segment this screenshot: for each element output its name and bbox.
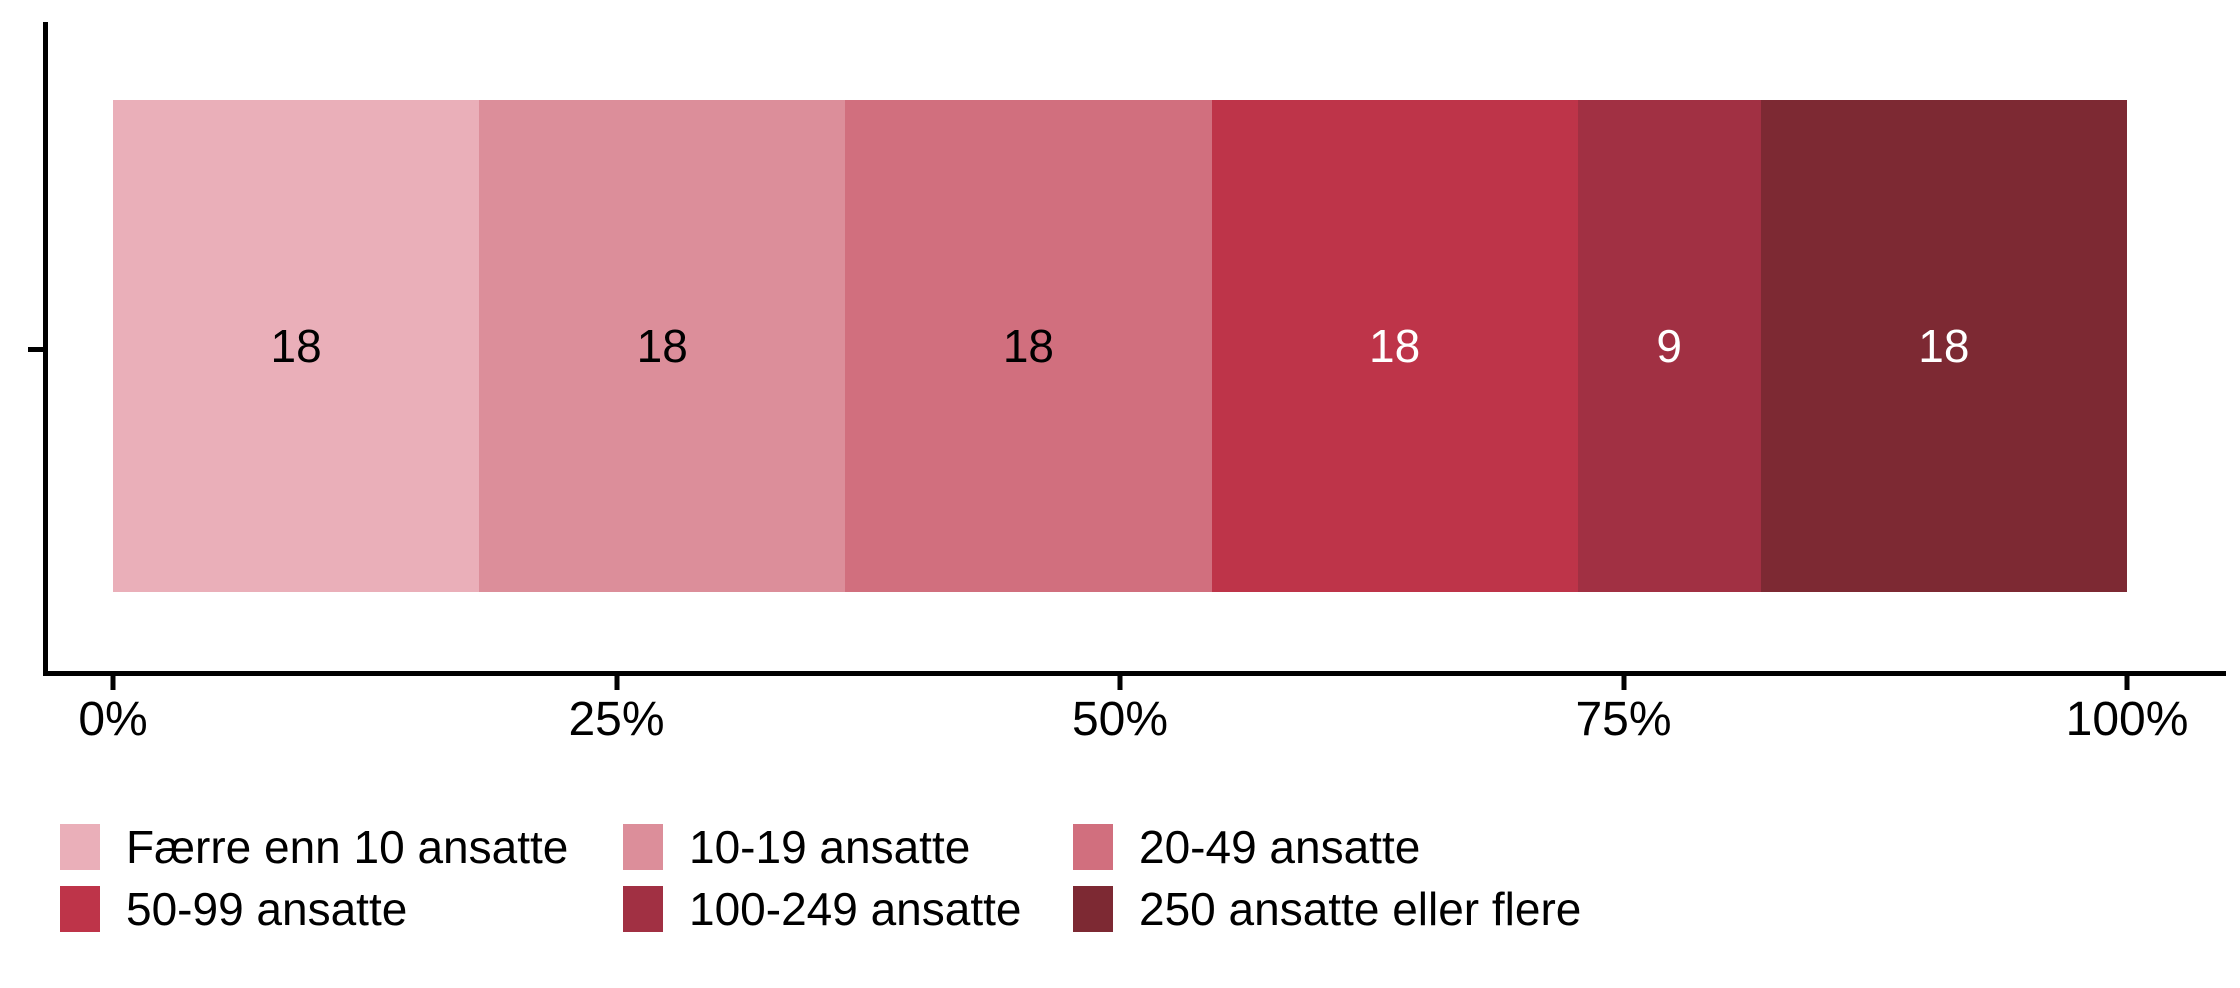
bar-segment-value: 18: [270, 320, 322, 372]
legend-item: 250 ansatte eller flere: [1073, 886, 1581, 932]
x-axis-tick-label: 50%: [1071, 693, 1169, 746]
legend-swatch: [60, 824, 100, 870]
legend-label: 250 ansatte eller flere: [1139, 883, 1582, 935]
bar-segment-value: 18: [1918, 320, 1970, 372]
x-axis-tick-label: 75%: [1575, 693, 1672, 746]
x-axis-line: [43, 671, 2226, 676]
y-axis-tick: [28, 347, 43, 352]
x-axis-tick: [2124, 676, 2130, 690]
legend-label: 10-19 ansatte: [689, 821, 971, 873]
stacked-bar: 18 18 18 18 9 18: [113, 100, 2127, 592]
legend-swatch: [623, 886, 663, 932]
x-axis-tick-label: 100%: [2065, 693, 2189, 746]
x-axis-tick-label: 25%: [568, 693, 665, 746]
legend-item: 100-249 ansatte: [623, 886, 1022, 932]
x-axis-tick: [110, 676, 116, 690]
legend-item: Færre enn 10 ansatte: [60, 824, 568, 870]
bar-segment-value: 18: [1002, 320, 1055, 372]
legend-item: 10-19 ansatte: [623, 824, 970, 870]
legend-label: 50-99 ansatte: [126, 883, 408, 935]
bar-segment: 18: [845, 100, 1212, 592]
x-axis-tick: [1117, 676, 1123, 690]
legend-label: 100-249 ansatte: [689, 883, 1022, 935]
legend-item: 50-99 ansatte: [60, 886, 407, 932]
bar-segment: 18: [1760, 100, 2127, 592]
y-axis-line: [43, 22, 48, 676]
bar-segment: 9: [1577, 100, 1761, 592]
legend-label: 20-49 ansatte: [1139, 821, 1421, 873]
legend-label: Færre enn 10 ansatte: [126, 821, 569, 873]
bar-segment: 18: [479, 100, 846, 592]
bar-segment-value: 18: [1369, 320, 1421, 372]
bar-segment-value: 18: [636, 320, 688, 372]
legend-swatch: [60, 886, 100, 932]
x-axis-tick: [614, 676, 619, 690]
legend-swatch: [1073, 824, 1113, 870]
bar-segment: 18: [113, 100, 480, 592]
legend-swatch: [623, 824, 663, 870]
bar-segment-value: 9: [1656, 320, 1683, 372]
x-axis-tick-label: 0%: [78, 693, 148, 746]
x-axis-tick: [1621, 676, 1626, 690]
bar-segment: 18: [1211, 100, 1578, 592]
legend-swatch: [1073, 886, 1113, 932]
legend-item: 20-49 ansatte: [1073, 824, 1420, 870]
